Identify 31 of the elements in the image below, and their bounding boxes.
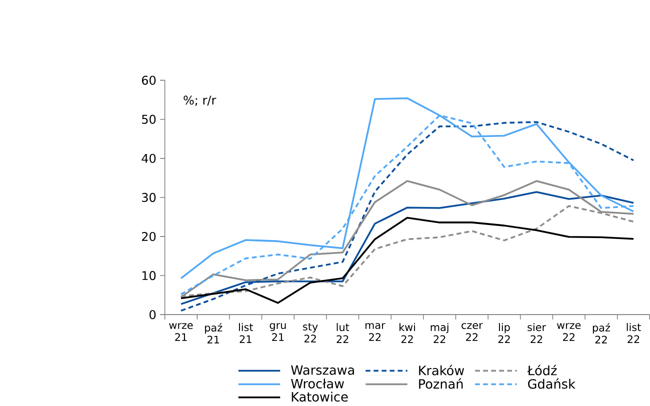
- line-series: [180, 216, 634, 304]
- x-tick-label: czer 22: [462, 322, 483, 341]
- y-tick-label: 0: [150, 310, 156, 320]
- x-tick-label: list 22: [626, 322, 641, 343]
- x-tick-label: kwi 22: [400, 322, 415, 343]
- x-tick-label: wrze 21: [169, 322, 193, 341]
- legend-label: Gdańsk: [528, 378, 576, 389]
- x-tick-label: paź 21: [205, 322, 222, 344]
- x-tick-label: mar 22: [365, 322, 386, 341]
- y-tick-label: 50: [142, 114, 156, 124]
- legend-label: Katowice: [292, 392, 348, 402]
- y-tick-label: 40: [142, 154, 156, 163]
- x-tick-label: lip 22: [498, 322, 510, 343]
- x-tick-label: wrze 22: [557, 322, 581, 341]
- x-tick-label: sier 22: [528, 322, 546, 343]
- y-tick-label: 20: [142, 232, 156, 241]
- x-tick-label: paź 22: [592, 322, 610, 344]
- x-tick-label: sty 22: [303, 322, 318, 342]
- x-tick-label: gru 21: [270, 322, 286, 341]
- x-tick-label: maj 22: [430, 322, 448, 343]
- y-tick-label: 60: [142, 76, 156, 85]
- y-tick-label: 30: [142, 192, 156, 202]
- legend-label: Warszawa: [291, 365, 354, 375]
- legend-label: Wrocław: [291, 378, 344, 388]
- legend-label: Kraków: [419, 364, 464, 376]
- x-tick-label: list 21: [239, 322, 254, 343]
- annotation: %; r/r: [184, 95, 216, 106]
- legend-label: Poznań: [419, 378, 463, 389]
- x-tick-label: lut 22: [336, 322, 350, 343]
- y-tick-label: 10: [142, 270, 156, 280]
- legend-label: Łódź: [527, 364, 557, 376]
